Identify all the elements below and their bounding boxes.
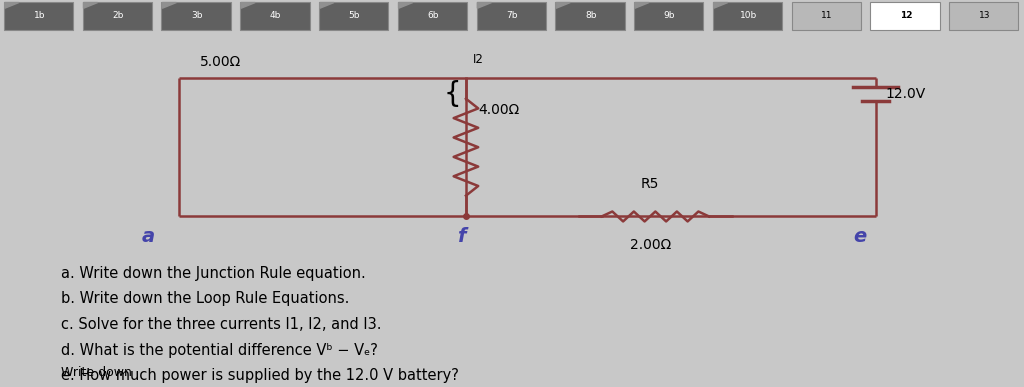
Polygon shape [241,3,255,8]
Polygon shape [398,3,413,8]
FancyBboxPatch shape [476,2,546,30]
Text: 13: 13 [979,11,990,21]
Polygon shape [556,3,570,8]
Text: Write down: Write down [61,366,132,379]
Text: 6b: 6b [427,11,439,21]
Text: f: f [457,226,465,245]
FancyBboxPatch shape [792,2,861,30]
Text: d. What is the potential difference Vᵇ − Vₑ?: d. What is the potential difference Vᵇ −… [61,342,378,358]
Text: 12: 12 [900,11,912,21]
Text: 2b: 2b [113,11,124,21]
Text: a. Write down the Junction Rule equation.: a. Write down the Junction Rule equation… [61,266,367,281]
FancyBboxPatch shape [713,2,782,30]
FancyBboxPatch shape [162,2,230,30]
Text: 11: 11 [821,11,833,21]
FancyBboxPatch shape [870,2,940,30]
Text: e. How much power is supplied by the 12.0 V battery?: e. How much power is supplied by the 12.… [61,368,460,383]
FancyBboxPatch shape [319,2,388,30]
Polygon shape [5,3,18,8]
Text: 10b: 10b [739,11,757,21]
Polygon shape [319,3,334,8]
Text: 3b: 3b [191,11,203,21]
Text: 5.00Ω: 5.00Ω [200,55,241,69]
FancyBboxPatch shape [555,2,625,30]
Text: I2: I2 [473,53,484,66]
FancyBboxPatch shape [634,2,703,30]
Text: {: { [443,80,461,108]
Text: 2.00Ω: 2.00Ω [630,238,671,252]
Text: 1b: 1b [34,11,45,21]
FancyBboxPatch shape [83,2,152,30]
Text: 12.0V: 12.0V [886,87,926,101]
Polygon shape [714,3,728,8]
FancyBboxPatch shape [241,2,309,30]
FancyBboxPatch shape [397,2,467,30]
FancyBboxPatch shape [4,2,74,30]
Text: 8b: 8b [585,11,597,21]
Text: 7b: 7b [506,11,518,21]
Text: b. Write down the Loop Rule Equations.: b. Write down the Loop Rule Equations. [61,291,350,307]
Text: c. Solve for the three currents I1, I2, and I3.: c. Solve for the three currents I1, I2, … [61,317,382,332]
Text: 5b: 5b [349,11,360,21]
Polygon shape [84,3,97,8]
Text: 4b: 4b [270,11,282,21]
Polygon shape [477,3,492,8]
Text: 4.00Ω: 4.00Ω [478,103,519,117]
Text: a: a [142,226,155,245]
Text: 9b: 9b [664,11,675,21]
FancyBboxPatch shape [949,2,1019,30]
Polygon shape [162,3,176,8]
Text: R5: R5 [641,178,659,192]
Text: e: e [854,226,866,245]
Polygon shape [635,3,649,8]
